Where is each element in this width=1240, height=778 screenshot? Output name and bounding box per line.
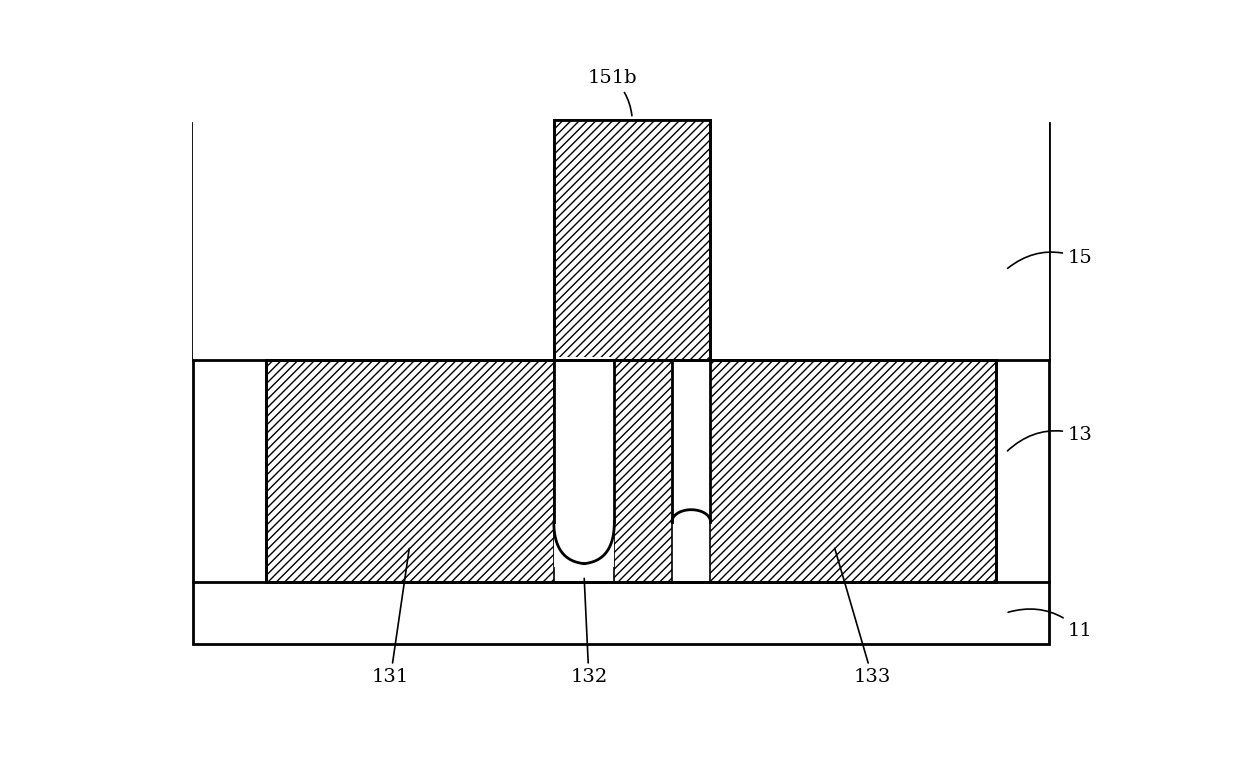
Text: 11: 11 <box>1008 609 1092 640</box>
Text: 15: 15 <box>1008 249 1092 268</box>
Text: 132: 132 <box>570 578 608 686</box>
Bar <box>711 360 996 582</box>
Bar <box>554 357 614 566</box>
Text: 133: 133 <box>835 548 892 686</box>
Text: 151b: 151b <box>588 69 637 116</box>
Text: 131: 131 <box>372 548 409 686</box>
Bar <box>265 360 554 582</box>
Text: 13: 13 <box>1007 426 1092 451</box>
Bar <box>193 121 1049 360</box>
Polygon shape <box>672 360 711 522</box>
Bar <box>614 360 672 582</box>
Bar <box>554 121 711 360</box>
Bar <box>193 124 1049 644</box>
